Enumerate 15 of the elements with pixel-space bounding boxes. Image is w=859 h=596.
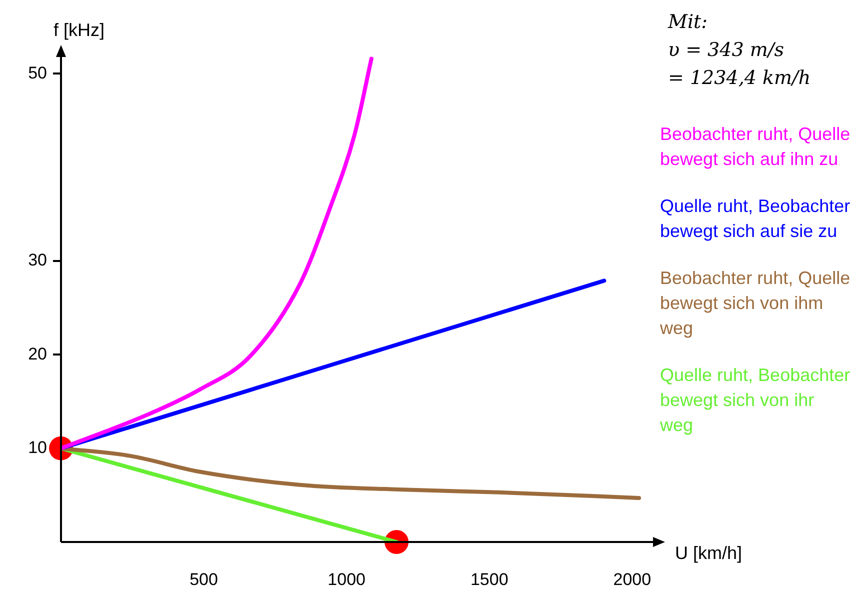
y-axis-title: f [kHz] xyxy=(53,20,105,40)
x-tick-label: 1000 xyxy=(328,570,366,589)
text: Quelle ruht, Beobachter bewegt sich von ihr weg xyxy=(660,364,852,437)
x-tick-label: 1500 xyxy=(470,570,508,589)
text: Quelle ruht, Beobachter bewegt sich auf sie zu xyxy=(660,195,852,243)
text: Beobachter ruht, Quelle bewegt sich auf ihn zu xyxy=(660,123,852,171)
y-tick-label: 10 xyxy=(28,438,47,458)
y-tick-label: 50 xyxy=(28,63,47,82)
y-tick-label: 30 xyxy=(28,250,47,270)
x-tick-label: 2000 xyxy=(613,570,652,589)
y-tick-label: 20 xyxy=(28,344,47,364)
x-tick-label: 500 xyxy=(190,570,218,589)
text: Mit: υ = 343 m/s = 1234,4 km/h xyxy=(668,10,811,91)
x-axis-title: U [km/h] xyxy=(675,542,742,563)
text: Beobachter ruht, Quelle bewegt sich von ihm weg xyxy=(660,267,852,340)
